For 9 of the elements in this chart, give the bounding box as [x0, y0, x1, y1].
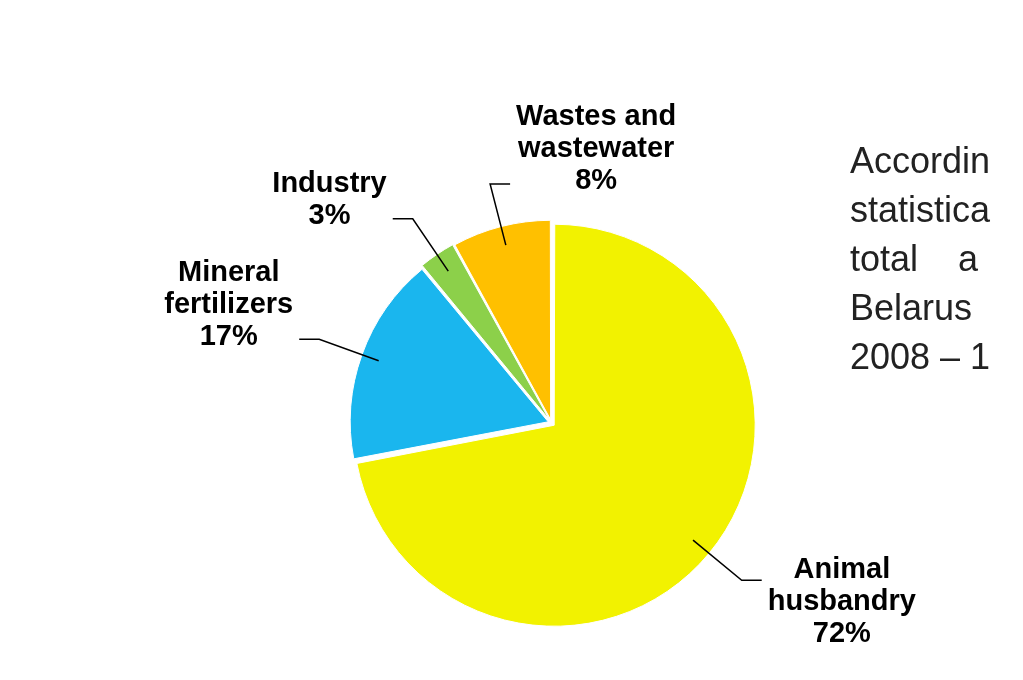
data-label: 3% — [308, 198, 351, 231]
data-label: 17% — [199, 318, 258, 351]
slice-label: Wastes and wastewater — [516, 99, 677, 164]
text: Accordin statistica total a Belarus 2008 – 1 — [850, 139, 992, 379]
slice-label: Industry — [272, 166, 387, 199]
slice-label: Animal husbandry — [767, 551, 916, 616]
slice-label: Mineral fertilizers — [164, 254, 294, 319]
data-label: 72% — [812, 615, 872, 648]
data-label: 8% — [575, 163, 618, 196]
